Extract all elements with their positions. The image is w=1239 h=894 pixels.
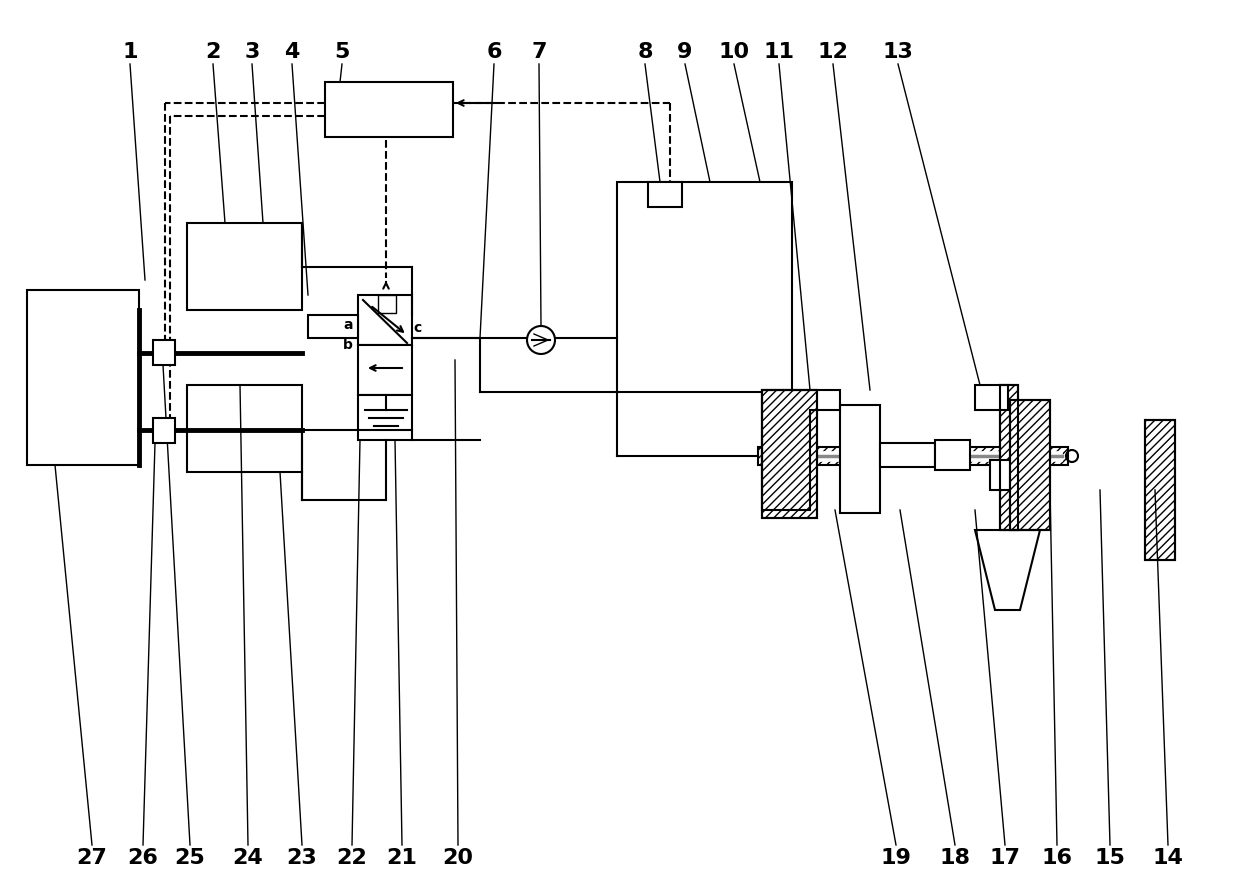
- Text: 3: 3: [244, 42, 260, 62]
- Bar: [1000, 385, 1018, 530]
- Bar: [358, 345, 413, 395]
- Text: 17: 17: [990, 848, 1021, 868]
- Text: 25: 25: [175, 848, 206, 868]
- Text: 22: 22: [337, 848, 368, 868]
- Bar: [758, 447, 1068, 465]
- Text: 7: 7: [532, 42, 546, 62]
- Bar: [1145, 420, 1175, 560]
- Bar: [325, 82, 453, 137]
- Bar: [152, 418, 175, 443]
- Text: 19: 19: [881, 848, 912, 868]
- Text: 21: 21: [387, 848, 418, 868]
- Bar: [187, 385, 302, 472]
- Text: c: c: [414, 321, 422, 335]
- Text: 14: 14: [1152, 848, 1183, 868]
- Bar: [935, 440, 970, 470]
- Text: b: b: [343, 338, 353, 352]
- Bar: [617, 182, 792, 392]
- Text: 27: 27: [77, 848, 108, 868]
- Bar: [1000, 385, 1018, 530]
- Text: 15: 15: [1094, 848, 1125, 868]
- Bar: [975, 385, 1009, 410]
- Bar: [1010, 400, 1049, 530]
- Text: 23: 23: [286, 848, 317, 868]
- Text: 9: 9: [678, 42, 693, 62]
- Bar: [648, 182, 681, 207]
- Text: 24: 24: [233, 848, 264, 868]
- Bar: [1145, 420, 1175, 560]
- Text: 10: 10: [719, 42, 750, 62]
- Text: a: a: [343, 318, 353, 332]
- Text: 26: 26: [128, 848, 159, 868]
- Bar: [762, 451, 1062, 461]
- Bar: [358, 295, 413, 345]
- Text: 6: 6: [486, 42, 502, 62]
- Text: 20: 20: [442, 848, 473, 868]
- Text: 4: 4: [284, 42, 300, 62]
- Text: 13: 13: [882, 42, 913, 62]
- Bar: [27, 290, 139, 465]
- Bar: [840, 405, 880, 513]
- Text: 8: 8: [637, 42, 653, 62]
- Text: 16: 16: [1042, 848, 1073, 868]
- Text: 1: 1: [123, 42, 138, 62]
- Bar: [152, 340, 175, 365]
- Bar: [309, 315, 358, 338]
- Text: 11: 11: [763, 42, 794, 62]
- Bar: [880, 443, 935, 467]
- Text: 18: 18: [939, 848, 970, 868]
- Text: 2: 2: [206, 42, 221, 62]
- Text: 12: 12: [818, 42, 849, 62]
- Bar: [1010, 400, 1049, 530]
- Bar: [762, 390, 817, 518]
- Bar: [378, 295, 396, 313]
- Text: 5: 5: [335, 42, 349, 62]
- Bar: [187, 223, 302, 310]
- Bar: [990, 460, 1018, 490]
- Bar: [358, 395, 413, 440]
- Bar: [762, 390, 817, 518]
